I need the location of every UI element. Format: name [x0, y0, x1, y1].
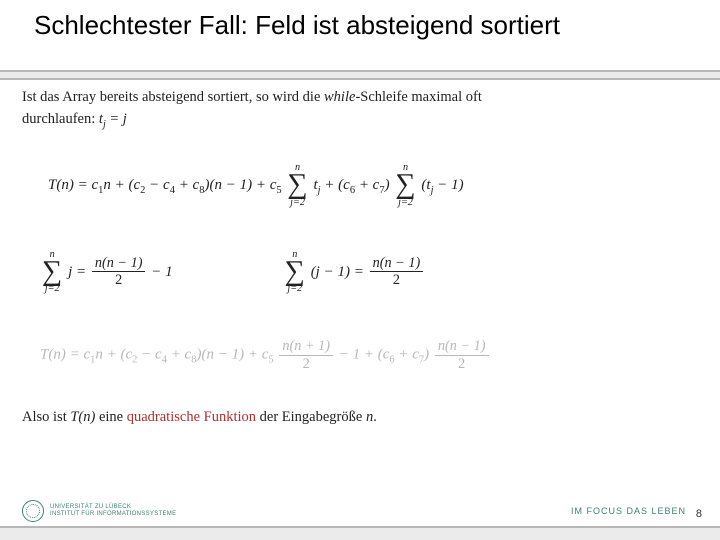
eq3-frac1: n(n + 1) 2	[279, 338, 333, 372]
eq3-f1n: n(n + 1)	[279, 338, 333, 355]
eq3-d: + c	[167, 347, 191, 363]
eq2r-sum: n ∑ j=2	[285, 250, 305, 295]
uni-line1: UNIVERSITÄT ZU LÜBECK	[50, 504, 176, 511]
concl-d: .	[373, 409, 377, 425]
intro-line2-a: durchlaufen:	[22, 111, 99, 127]
sigma-icon: ∑	[285, 260, 305, 284]
intro-text: Ist das Array bereits absteigend sortier…	[22, 86, 698, 133]
eq2l-tail: − 1	[151, 263, 172, 279]
university-seal-icon	[22, 500, 44, 522]
eq1-sum2: n ∑ j=2	[395, 163, 415, 208]
eq2l-body: j =	[68, 263, 90, 279]
eq3-f2n: n(n − 1)	[435, 338, 489, 355]
eq1-sp1	[282, 177, 286, 193]
eq2l-sum: n ∑ j=2	[42, 250, 62, 295]
intro-part-a: Ist das Array bereits absteigend sortier…	[22, 89, 324, 105]
conclusion: Also ist T(n) eine quadratische Funktion…	[22, 409, 698, 426]
concl-red: quadratische Funktion	[127, 409, 256, 425]
sigma-icon: ∑	[42, 260, 62, 284]
concl-a: Also ist	[22, 409, 70, 425]
equation-3-faded: T(n) = c1n + (c2 − c4 + c8)(n − 1) + c5 …	[22, 338, 698, 372]
eq3-s5: 5	[268, 355, 273, 366]
eq2l-frac: n(n − 1) 2	[92, 255, 146, 289]
intro-part-b: -Schleife maximal oft	[355, 89, 481, 105]
slide: Schlechtester Fall: Feld ist absteigend …	[0, 0, 720, 540]
eq1-sum2-bot: j=2	[395, 198, 415, 208]
eq2r-frac: n(n − 1) 2	[370, 255, 424, 289]
eq3-c: − c	[137, 347, 161, 363]
eq2l-den: 2	[92, 272, 146, 289]
title-area: Schlechtester Fall: Feld ist absteigend …	[34, 10, 686, 41]
eq3-e: )(n − 1) + c	[196, 347, 268, 363]
eq1-m4: + (c	[324, 177, 350, 193]
equation-1: T(n) = c1n + (c2 − c4 + c8)(n − 1) + c5 …	[22, 163, 698, 208]
footer: UNIVERSITÄT ZU LÜBECK INSTITUT FÜR INFOR…	[0, 496, 720, 526]
eq3-b: n + (c	[95, 347, 132, 363]
university-brand: UNIVERSITÄT ZU LÜBECK INSTITUT FÜR INFOR…	[22, 500, 176, 522]
eq3-frac2: n(n − 1) 2	[435, 338, 489, 372]
eq1-c5: 5	[276, 185, 281, 196]
eq3-f1d: 2	[279, 356, 333, 373]
eq2r-body: (j − 1) =	[311, 263, 368, 279]
slogan: IM FOCUS DAS LEBEN	[571, 506, 686, 516]
eq2l-num: n(n − 1)	[92, 255, 146, 272]
eq1-sum2-body: (t	[421, 177, 430, 193]
sigma-icon: ∑	[287, 173, 307, 197]
slide-title: Schlechtester Fall: Feld ist absteigend …	[34, 10, 686, 41]
eq1-sum2-tail: − 1)	[434, 177, 464, 193]
concl-c: der Eingabegröße	[256, 409, 366, 425]
eq2r-num: n(n − 1)	[370, 255, 424, 272]
eq3-f: − 1 + (c	[339, 347, 390, 363]
eq2-right: n ∑ j=2 (j − 1) = n(n − 1) 2	[283, 250, 426, 295]
eq2r-bot: j=2	[285, 284, 305, 294]
sigma-icon: ∑	[395, 173, 415, 197]
title-divider	[0, 70, 720, 80]
eq1-m1: − c	[145, 177, 169, 193]
eq3-f2d: 2	[435, 356, 489, 373]
eq1-sum1: n ∑ j=2	[287, 163, 307, 208]
eq3-a: T(n) = c	[40, 347, 90, 363]
eq2l-bot: j=2	[42, 284, 62, 294]
intro-while-italic: while	[324, 89, 355, 105]
eq1-sum1-bodysub: j	[318, 185, 321, 196]
concl-b: eine	[95, 409, 126, 425]
footer-divider	[0, 526, 720, 540]
eq1-m6: )	[385, 177, 394, 193]
eq2r-den: 2	[370, 272, 424, 289]
eq2-left: n ∑ j=2 j = n(n − 1) 2 − 1	[40, 250, 173, 295]
eq1-sum1-bot: j=2	[287, 198, 307, 208]
eq1-m2: + c	[175, 177, 199, 193]
eq1-Tn: T(n) = c	[48, 177, 98, 193]
eq1-p1: n + (c	[103, 177, 140, 193]
page-number: 8	[696, 508, 702, 520]
eq3-g: + c	[395, 347, 419, 363]
eq1-m3: )(n − 1) + c	[204, 177, 276, 193]
eq3-h: )	[424, 347, 433, 363]
intro-tj-rhs: = j	[106, 111, 127, 127]
uni-line2: INSTITUT FÜR INFORMATIONSSYSTEME	[50, 511, 176, 518]
content-area: Ist das Array bereits absteigend sortier…	[22, 86, 698, 426]
concl-tn: T(n)	[70, 409, 95, 425]
university-text: UNIVERSITÄT ZU LÜBECK INSTITUT FÜR INFOR…	[50, 504, 176, 517]
equation-2-row: n ∑ j=2 j = n(n − 1) 2 − 1 n ∑ j=2 (j − …	[22, 250, 698, 295]
eq1-m5: + c	[355, 177, 379, 193]
